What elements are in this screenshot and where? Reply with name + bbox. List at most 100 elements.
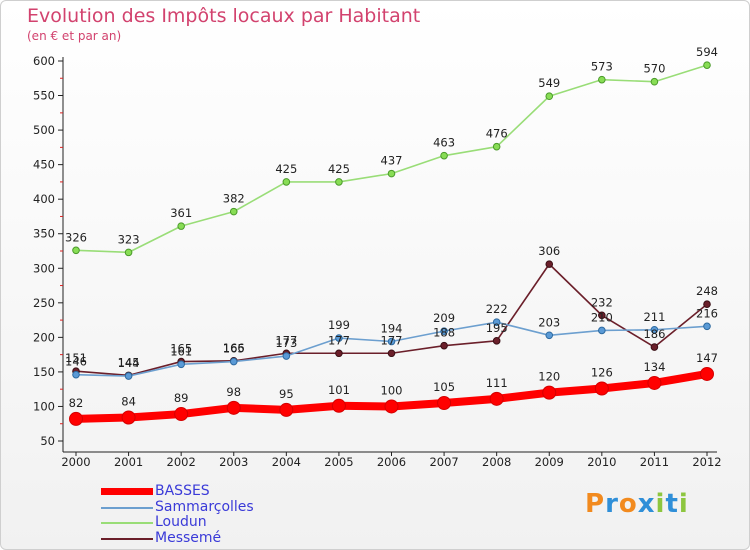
logo-letter: i (655, 489, 666, 519)
chart-title: Evolution des Impôts locaux par Habitant (27, 5, 421, 27)
data-point-messem (650, 343, 659, 351)
data-label-sammarolles: 210 (591, 310, 613, 324)
data-point-loudun (703, 61, 711, 69)
logo-letter: r (605, 489, 619, 519)
data-label-basses: 134 (643, 360, 665, 374)
data-label-basses: 100 (381, 383, 403, 397)
x-tick-label: 2001 (114, 455, 143, 469)
data-point-sammarolles (177, 360, 185, 369)
data-point-messem (492, 337, 501, 345)
data-point-basses (331, 398, 346, 413)
data-point-loudun (335, 178, 343, 186)
y-tick-label: 400 (33, 192, 55, 206)
y-tick-label: 250 (33, 296, 55, 310)
data-point-loudun (598, 75, 606, 84)
data-point-sammarolles (72, 370, 80, 379)
logo-letter: x (637, 489, 656, 519)
data-label-loudun: 463 (433, 136, 455, 150)
y-tick-label: 50 (40, 434, 55, 448)
data-label-loudun: 573 (591, 60, 613, 74)
data-label-sammarolles: 199 (328, 318, 350, 332)
y-tick-label: 200 (33, 330, 55, 344)
data-point-sammarolles (650, 325, 659, 334)
x-tick-label: 2012 (692, 455, 721, 469)
data-point-basses (279, 402, 294, 417)
logo-letter: o (618, 489, 638, 519)
x-tick-label: 2007 (429, 455, 458, 469)
legend-label-sammarcolles: Sammarçolles (155, 498, 254, 515)
legend-swatch-messeme (101, 537, 153, 540)
data-point-messem (545, 260, 554, 268)
data-label-messem: 145 (118, 355, 140, 369)
data-label-basses: 101 (328, 383, 350, 397)
data-point-loudun (177, 222, 185, 230)
data-label-sammarolles: 211 (643, 310, 665, 324)
data-point-basses (594, 381, 609, 396)
legend-label-loudun: Loudun (155, 514, 207, 530)
data-label-basses: 147 (696, 351, 718, 365)
data-point-loudun (229, 207, 238, 216)
legend-label-messeme: Messemé (155, 529, 222, 546)
data-label-messem: 165 (170, 342, 192, 356)
x-tick-label: 2000 (61, 455, 90, 469)
y-tick-label: 600 (33, 54, 55, 68)
y-tick-label: 100 (33, 399, 55, 413)
data-label-loudun: 361 (170, 206, 192, 220)
data-point-loudun (387, 169, 396, 178)
data-label-loudun: 549 (538, 76, 560, 90)
data-label-loudun: 594 (696, 45, 718, 59)
data-label-sammarolles: 173 (275, 336, 297, 350)
data-label-loudun: 425 (328, 162, 350, 176)
legend-swatch-basses (101, 488, 153, 495)
data-label-loudun: 476 (486, 127, 508, 141)
data-label-loudun: 382 (223, 192, 245, 206)
x-tick-label: 2004 (272, 455, 301, 469)
chart-subtitle: (en € et par an) (27, 29, 122, 43)
x-tick-label: 2008 (482, 455, 511, 469)
data-label-basses: 105 (433, 380, 455, 394)
data-label-basses: 82 (69, 396, 84, 410)
x-tick-label: 2006 (377, 455, 406, 469)
data-point-basses (437, 396, 452, 410)
x-tick-label: 2002 (167, 455, 196, 469)
data-point-loudun (282, 178, 291, 186)
data-label-messem: 166 (223, 341, 245, 355)
data-point-basses (542, 385, 557, 400)
data-label-messem: 188 (433, 326, 455, 340)
data-point-basses (226, 400, 241, 415)
data-label-sammarolles: 216 (696, 306, 718, 320)
x-tick-label: 2003 (219, 455, 248, 469)
y-tick-label: 300 (33, 261, 55, 275)
data-point-messem (335, 349, 343, 358)
data-label-loudun: 437 (381, 154, 403, 168)
logo-letter: P (585, 489, 606, 519)
data-point-sammarolles (387, 337, 396, 346)
data-label-loudun: 570 (643, 62, 665, 76)
data-label-messem: 195 (486, 321, 508, 335)
data-label-messem: 232 (591, 295, 613, 309)
legend-swatch-loudun (101, 522, 153, 524)
data-label-messem: 177 (381, 333, 403, 347)
data-label-sammarolles: 203 (538, 315, 560, 329)
data-label-loudun: 323 (118, 232, 140, 246)
data-point-messem (387, 349, 396, 358)
data-point-loudun (72, 246, 80, 255)
data-point-sammarolles (124, 372, 133, 380)
data-label-sammarolles: 165 (223, 342, 245, 356)
data-point-basses (174, 407, 189, 422)
proxiti-logo: Proxiti (585, 489, 689, 519)
data-point-sammarolles (492, 318, 501, 326)
data-point-basses (700, 366, 714, 381)
data-point-loudun (124, 248, 133, 257)
data-label-basses: 84 (121, 395, 136, 409)
data-point-sammarolles (440, 327, 448, 335)
data-label-sammarolles: 194 (381, 322, 403, 336)
y-tick-label: 550 (33, 89, 55, 103)
data-point-sammarolles (598, 326, 606, 335)
data-point-messem (703, 300, 711, 309)
data-label-sammarolles: 161 (170, 344, 192, 358)
legend-label-basses: BASSES (155, 483, 210, 499)
data-label-basses: 95 (279, 387, 294, 401)
data-point-basses (121, 410, 136, 425)
